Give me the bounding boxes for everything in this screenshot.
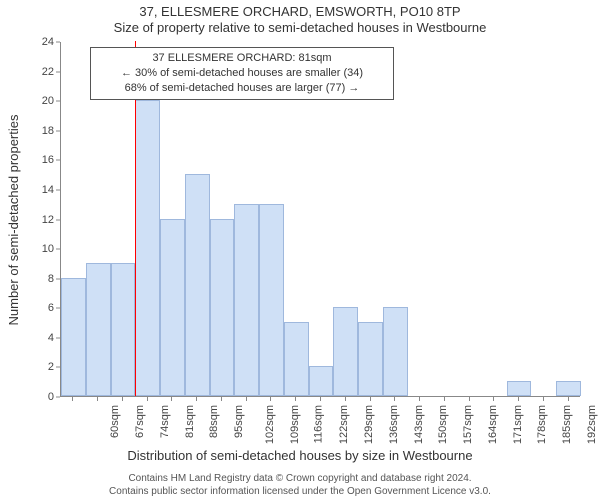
x-tick-mark xyxy=(221,397,222,401)
bar xyxy=(61,278,86,396)
x-tick-mark xyxy=(444,397,445,401)
y-tick-label: 24 xyxy=(0,36,54,48)
x-tick-label: 74sqm xyxy=(159,405,171,438)
y-tick-label: 10 xyxy=(0,243,54,255)
bar xyxy=(210,219,235,397)
y-tick-label: 14 xyxy=(0,184,54,196)
x-tick-mark xyxy=(469,397,470,401)
annotation-line: 37 ELLESMERE ORCHARD: 81sqm xyxy=(97,51,387,66)
y-tick-mark xyxy=(56,42,60,43)
y-tick-label: 2 xyxy=(0,361,54,373)
y-tick-label: 6 xyxy=(0,302,54,314)
x-tick-label: 122sqm xyxy=(338,405,350,444)
bar xyxy=(556,381,581,396)
x-tick-label: 60sqm xyxy=(109,405,121,438)
footer-line-1: Contains HM Land Registry data © Crown c… xyxy=(0,473,600,486)
y-tick-label: 20 xyxy=(0,95,54,107)
x-tick-label: 164sqm xyxy=(487,405,499,444)
x-tick-label: 143sqm xyxy=(413,405,425,444)
x-tick-label: 178sqm xyxy=(536,405,548,444)
y-tick-mark xyxy=(56,397,60,398)
x-tick-mark xyxy=(72,397,73,401)
x-tick-mark xyxy=(568,397,569,401)
x-tick-mark xyxy=(122,397,123,401)
bar xyxy=(358,322,383,396)
y-tick-label: 8 xyxy=(0,273,54,285)
annotation-line: ← 30% of semi-detached houses are smalle… xyxy=(97,66,387,81)
x-tick-mark xyxy=(246,397,247,401)
x-tick-label: 171sqm xyxy=(512,405,524,444)
y-tick-label: 12 xyxy=(0,214,54,226)
x-tick-mark xyxy=(419,397,420,401)
bar xyxy=(135,100,160,396)
y-tick-mark xyxy=(56,189,60,190)
x-tick-label: 81sqm xyxy=(184,405,196,438)
y-tick-mark xyxy=(56,308,60,309)
x-tick-label: 185sqm xyxy=(561,405,573,444)
x-tick-mark xyxy=(295,397,296,401)
x-tick-label: 116sqm xyxy=(313,405,325,443)
x-tick-label: 136sqm xyxy=(388,405,400,444)
x-axis-label: Distribution of semi-detached houses by … xyxy=(0,448,600,463)
bar xyxy=(234,204,259,396)
chart-title: 37, ELLESMERE ORCHARD, EMSWORTH, PO10 8T… xyxy=(0,4,600,19)
bar xyxy=(86,263,111,396)
x-tick-label: 150sqm xyxy=(437,405,449,444)
y-tick-label: 0 xyxy=(0,391,54,403)
y-tick-mark xyxy=(56,337,60,338)
y-tick-mark xyxy=(56,101,60,102)
x-tick-mark xyxy=(270,397,271,401)
x-tick-mark xyxy=(543,397,544,401)
annotation-box: 37 ELLESMERE ORCHARD: 81sqm← 30% of semi… xyxy=(90,47,394,100)
y-tick-label: 4 xyxy=(0,332,54,344)
y-tick-label: 22 xyxy=(0,66,54,78)
x-tick-label: 102sqm xyxy=(264,405,276,444)
chart-subtitle: Size of property relative to semi-detach… xyxy=(0,20,600,35)
x-tick-label: 129sqm xyxy=(363,405,375,444)
x-tick-mark xyxy=(196,397,197,401)
x-tick-mark xyxy=(320,397,321,401)
bar xyxy=(284,322,309,396)
x-tick-mark xyxy=(370,397,371,401)
footer-attribution: Contains HM Land Registry data © Crown c… xyxy=(0,473,600,498)
bar xyxy=(160,219,185,397)
bar xyxy=(383,307,408,396)
y-tick-mark xyxy=(56,160,60,161)
x-tick-label: 109sqm xyxy=(289,405,301,444)
x-tick-mark xyxy=(518,397,519,401)
annotation-line: 68% of semi-detached houses are larger (… xyxy=(97,81,387,96)
x-tick-label: 88sqm xyxy=(208,405,220,438)
x-tick-label: 67sqm xyxy=(134,405,146,438)
x-tick-mark xyxy=(345,397,346,401)
bar xyxy=(185,174,210,396)
x-tick-mark xyxy=(493,397,494,401)
x-tick-label: 192sqm xyxy=(586,405,598,444)
bar xyxy=(259,204,284,396)
x-tick-label: 95sqm xyxy=(233,405,245,438)
y-tick-label: 16 xyxy=(0,154,54,166)
bar xyxy=(507,381,532,396)
y-tick-mark xyxy=(56,219,60,220)
x-tick-mark xyxy=(171,397,172,401)
y-tick-label: 18 xyxy=(0,125,54,137)
footer-line-2: Contains public sector information licen… xyxy=(0,486,600,499)
y-tick-mark xyxy=(56,278,60,279)
x-tick-mark xyxy=(394,397,395,401)
y-tick-mark xyxy=(56,71,60,72)
bar xyxy=(309,366,334,396)
x-tick-mark xyxy=(147,397,148,401)
x-tick-mark xyxy=(97,397,98,401)
bar xyxy=(333,307,358,396)
y-tick-mark xyxy=(56,367,60,368)
x-tick-label: 157sqm xyxy=(462,405,474,444)
y-tick-mark xyxy=(56,249,60,250)
y-tick-mark xyxy=(56,130,60,131)
bar xyxy=(111,263,136,396)
chart-container: 37, ELLESMERE ORCHARD, EMSWORTH, PO10 8T… xyxy=(0,0,600,500)
